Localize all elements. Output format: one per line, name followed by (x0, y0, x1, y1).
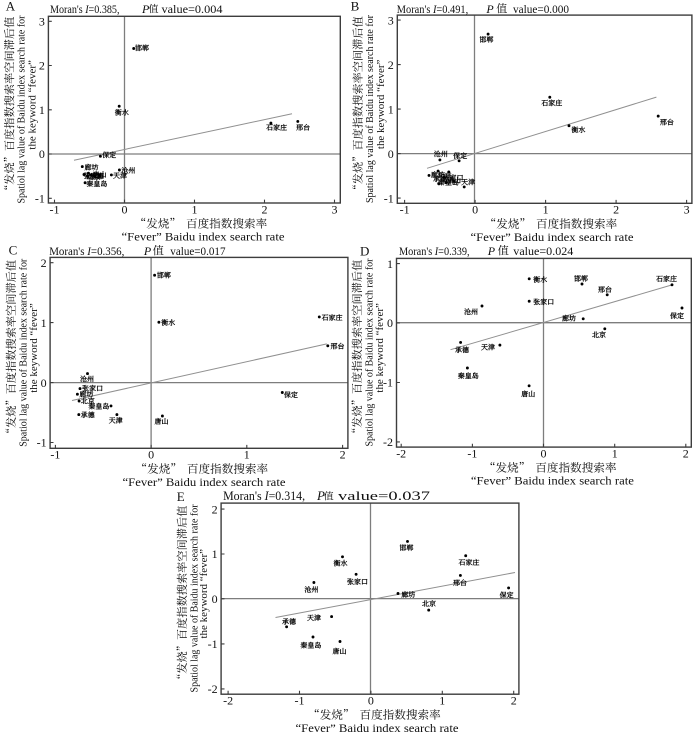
svg-text:the keyword “fever”: the keyword “fever” (28, 303, 40, 393)
svg-text:1: 1 (387, 257, 393, 271)
svg-text:0: 0 (541, 447, 547, 461)
svg-text:0: 0 (39, 147, 45, 161)
svg-text:2: 2 (340, 448, 346, 462)
svg-text:value=0.000: value=0.000 (513, 2, 569, 16)
svg-text:Spatiol lag value of Baidu ind: Spatiol lag value of Baidu index search … (363, 258, 375, 446)
svg-text:2: 2 (388, 58, 394, 72)
svg-text:P: P (485, 2, 494, 16)
svg-text:-1: -1 (383, 376, 393, 390)
svg-text:-1: -1 (50, 448, 60, 462)
svg-text:1: 1 (212, 547, 218, 561)
svg-text:Spatiol lag value of Baidu ind: Spatiol lag value of Baidu index search … (16, 15, 28, 203)
svg-text:value=0.017: value=0.017 (170, 244, 225, 258)
svg-text:0: 0 (368, 694, 374, 708)
svg-text:3: 3 (39, 15, 45, 29)
svg-text:the keyword “fever”: the keyword “fever” (375, 59, 387, 149)
svg-text:0: 0 (41, 376, 47, 390)
svg-text:1: 1 (612, 447, 618, 461)
svg-text:2: 2 (511, 694, 517, 708)
svg-text:value=0.037: value=0.037 (338, 488, 431, 503)
svg-text:value=0.004: value=0.004 (162, 2, 223, 16)
svg-text:“Fever” Baidu index search rat: “Fever” Baidu index search rate (471, 230, 634, 244)
svg-text:0: 0 (212, 592, 218, 606)
svg-text:2: 2 (212, 502, 218, 516)
svg-text:-2: -2 (223, 694, 233, 708)
svg-text:-2: -2 (396, 447, 406, 461)
svg-text:-1: -1 (467, 447, 477, 461)
svg-text:Moran's I=0.491,: Moran's I=0.491, (397, 2, 468, 16)
svg-text:2: 2 (41, 256, 47, 270)
svg-text:Spatiol lag value of Baidu ind: Spatiol lag value of Baidu index search … (188, 504, 200, 692)
svg-text:E: E (177, 489, 185, 504)
svg-text:1: 1 (439, 694, 445, 708)
svg-text:0: 0 (122, 202, 128, 216)
svg-text:-1: -1 (400, 203, 410, 217)
svg-text:value=0.024: value=0.024 (513, 244, 573, 258)
svg-text:Moran's I=0.385,: Moran's I=0.385, (50, 2, 120, 16)
svg-text:P: P (316, 488, 325, 503)
svg-text:0: 0 (148, 448, 154, 462)
svg-text:“Fever” Baidu index search rat: “Fever” Baidu index search rate (296, 721, 459, 734)
svg-text:1: 1 (543, 203, 549, 217)
svg-text:“Fever” Baidu index search rat: “Fever” Baidu index search rate (123, 475, 286, 489)
svg-text:Spatiol lag value of Baidu ind: Spatiol lag value of Baidu index search … (364, 15, 376, 203)
svg-text:1: 1 (244, 448, 250, 462)
svg-text:-1: -1 (50, 202, 60, 216)
svg-text:0: 0 (472, 203, 478, 217)
svg-text:0: 0 (388, 147, 394, 161)
svg-text:C: C (9, 243, 18, 258)
svg-text:-2: -2 (383, 435, 393, 449)
svg-text:-1: -1 (384, 191, 394, 205)
svg-text:-1: -1 (37, 436, 47, 450)
svg-text:2: 2 (683, 447, 689, 461)
svg-text:D: D (360, 244, 369, 259)
svg-text:“Fever” Baidu index search rat: “Fever” Baidu index search rate (471, 474, 634, 488)
svg-text:-1: -1 (295, 694, 305, 708)
svg-text:0: 0 (387, 316, 393, 330)
svg-text:Moran's I=0.339,: Moran's I=0.339, (399, 244, 470, 258)
svg-text:1: 1 (192, 202, 198, 216)
svg-text:3: 3 (388, 13, 394, 27)
svg-text:1: 1 (39, 103, 45, 117)
svg-text:P: P (141, 2, 150, 16)
svg-text:1: 1 (41, 316, 47, 330)
svg-text:3: 3 (332, 202, 338, 216)
svg-text:-1: -1 (35, 192, 45, 206)
svg-text:P: P (487, 244, 496, 258)
svg-text:Moran's I=0.314,: Moran's I=0.314, (223, 489, 305, 503)
svg-text:A: A (6, 0, 16, 13)
svg-text:the keyword “fever”: the keyword “fever” (374, 303, 386, 393)
svg-text:1: 1 (388, 102, 394, 116)
svg-text:2: 2 (39, 59, 45, 73)
svg-text:“Fever” Baidu index search rat: “Fever” Baidu index search rate (122, 230, 285, 244)
svg-text:the keyword “fever”: the keyword “fever” (198, 549, 210, 639)
svg-text:2: 2 (262, 202, 268, 216)
svg-text:-2: -2 (208, 682, 218, 696)
svg-text:Spatiol lag value of Baidu ind: Spatiol lag value of Baidu index search … (17, 258, 29, 446)
svg-text:the keyword “fever”: the keyword “fever” (27, 60, 39, 150)
svg-text:2: 2 (613, 203, 619, 217)
svg-text:B: B (351, 0, 360, 14)
svg-text:-1: -1 (208, 637, 218, 651)
svg-text:P: P (143, 244, 152, 258)
svg-text:3: 3 (684, 203, 690, 217)
svg-text:Moran's I=0.356,: Moran's I=0.356, (49, 244, 124, 258)
